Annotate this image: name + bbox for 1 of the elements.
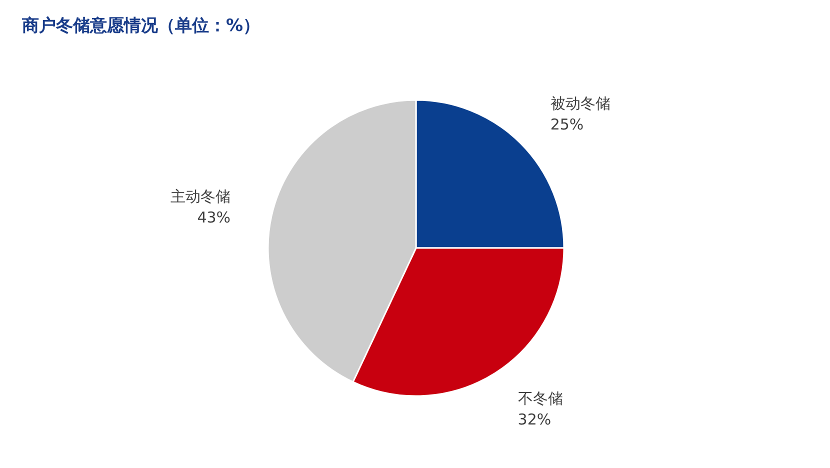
title: 商户冬储意愿情况（单位：%） xyxy=(22,16,260,36)
